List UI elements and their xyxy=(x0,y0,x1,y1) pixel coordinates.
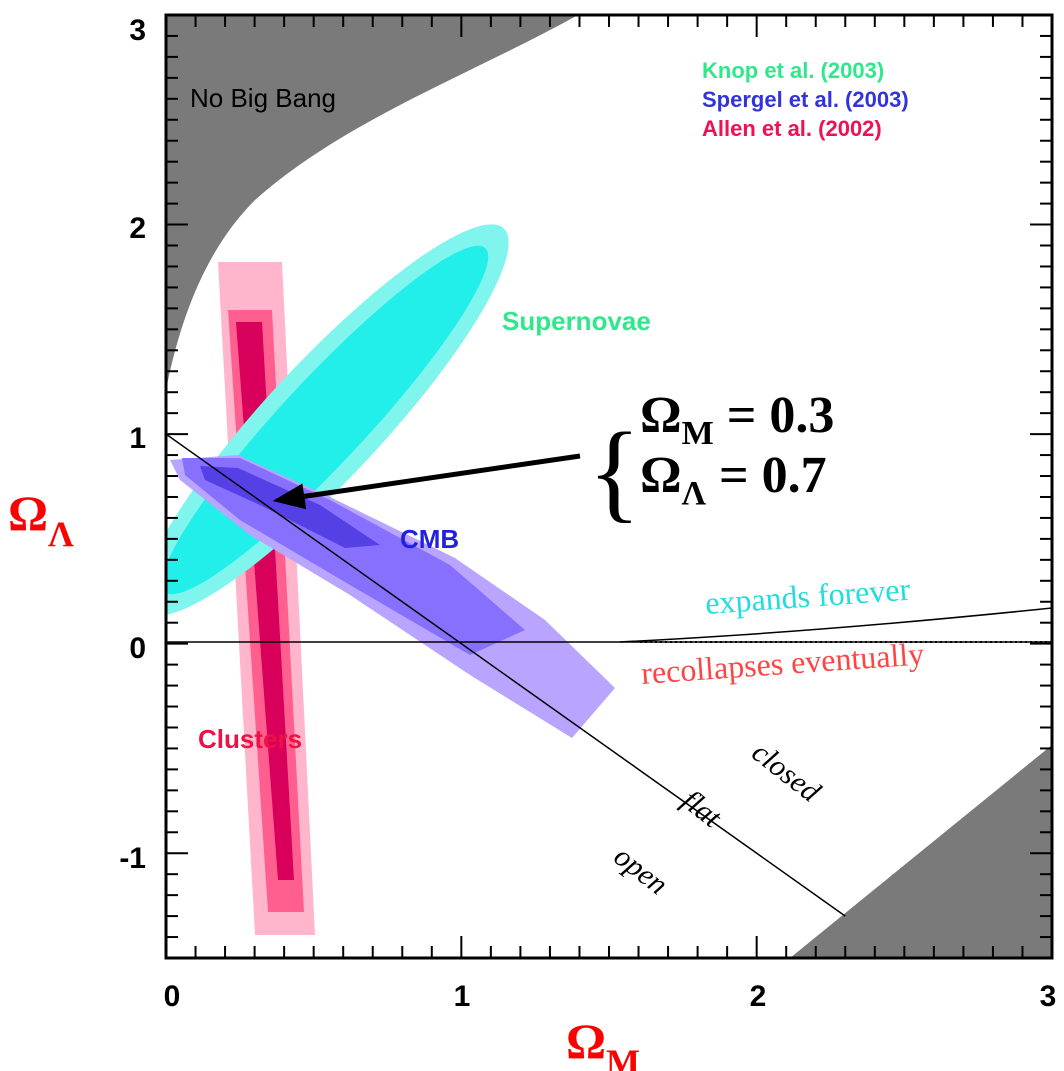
expands-forever-label: expands forever xyxy=(704,571,912,621)
x-axis-label: ΩM xyxy=(566,1013,640,1071)
y-tick-label: 0 xyxy=(129,632,146,665)
y-axis-label: ΩΛ xyxy=(8,485,74,554)
x-tick-label: 3 xyxy=(1040,980,1057,1013)
cmb-label: CMB xyxy=(400,524,459,554)
y-tick-label: -1 xyxy=(119,842,146,875)
brace-icon: { xyxy=(588,410,641,532)
best-fit-arrow xyxy=(303,453,581,499)
best-fit-omega-m: ΩM = 0.3 xyxy=(640,387,834,452)
no-big-bang-label: No Big Bang xyxy=(190,83,336,113)
y-tick-label: 1 xyxy=(129,422,146,455)
closed-label: closed xyxy=(746,736,827,810)
clusters-label: Clusters xyxy=(198,724,302,754)
best-fit-omega-lambda: ΩΛ = 0.7 xyxy=(640,447,827,512)
flat-universe-line xyxy=(166,433,846,917)
y-tick-label: 3 xyxy=(129,14,146,47)
x-tick-label: 0 xyxy=(164,980,181,1013)
supernovae-label: Supernovae xyxy=(502,306,651,336)
x-tick-labels: 0 1 2 3 xyxy=(164,980,1057,1013)
legend-entry-allen: Allen et al. (2002) xyxy=(702,116,882,141)
x-tick-label: 1 xyxy=(454,980,471,1013)
cmb-contour-inner xyxy=(200,466,380,548)
plot-area xyxy=(166,15,1052,958)
best-fit-callout: { ΩM = 0.3 ΩΛ = 0.7 xyxy=(272,387,834,532)
x-tick-label: 2 xyxy=(750,980,767,1013)
arrow-head-icon xyxy=(272,483,307,510)
recollapses-eventually-label: recollapses eventually xyxy=(640,635,925,691)
no-big-bang-region xyxy=(166,15,578,390)
legend-entry-knop: Knop et al. (2003) xyxy=(702,58,884,83)
axis-ticks xyxy=(165,14,1053,959)
legend-entry-spergel: Spergel et al. (2003) xyxy=(702,87,909,112)
y-tick-labels: 3 2 1 0 -1 xyxy=(119,14,146,875)
expansion-boundary-line xyxy=(619,607,1052,643)
y-tick-label: 2 xyxy=(129,212,146,245)
recollapse-shaded-region xyxy=(790,745,1052,958)
open-label: open xyxy=(608,840,674,902)
legend: Knop et al. (2003) Spergel et al. (2003)… xyxy=(702,58,909,141)
